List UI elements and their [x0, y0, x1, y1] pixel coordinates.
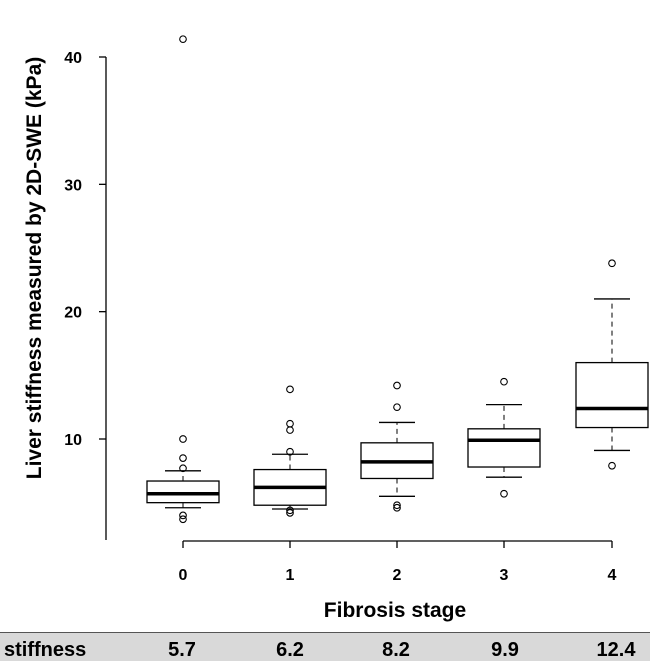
outlier-point [500, 377, 508, 386]
box-stage-4 [575, 259, 649, 470]
x-axis-label: Fibrosis stage [324, 599, 466, 622]
outlier-point [286, 426, 294, 434]
x-tick-label: 2 [393, 567, 402, 584]
x-tick-label: 1 [286, 567, 295, 584]
stats-row: stiffness 5.7 6.2 8.2 9.9 12.4 [0, 632, 650, 661]
stats-value-stage-4: 12.4 [596, 639, 636, 661]
stats-value-stage-2: 8.2 [382, 639, 410, 661]
outlier-point [286, 506, 294, 515]
outlier-point [608, 461, 616, 470]
stats-value-stage-0: 5.7 [168, 639, 196, 661]
stats-row-label: stiffness [4, 639, 87, 661]
y-tick-label: 40 [64, 50, 82, 67]
outlier-point [286, 509, 294, 517]
outlier-point [286, 419, 294, 428]
y-tick-label: 20 [64, 305, 82, 322]
stats-value-stage-3: 9.9 [491, 639, 519, 661]
outlier-point [393, 381, 401, 390]
outlier-point [393, 403, 401, 412]
x-tick-label: 3 [500, 567, 509, 584]
box-plot-chart: 10 20 30 40 0 1 2 3 4 Liver stiffness measured … [23, 35, 649, 622]
outlier-point [179, 35, 187, 44]
outlier-point [500, 489, 508, 498]
stats-value-stage-1: 6.2 [276, 639, 304, 661]
y-axis-label: Liver stiffness measured by 2D-SWE (kPa) [23, 57, 46, 479]
outlier-point [179, 454, 187, 462]
iqr-box [467, 428, 541, 468]
x-tick-label: 0 [179, 567, 188, 584]
iqr-box [146, 480, 220, 504]
x-tick-label: 4 [608, 567, 617, 584]
y-axis: 10 20 30 40 [64, 50, 107, 540]
box-stage-3 [467, 377, 541, 498]
boxes-layer [146, 35, 649, 524]
outlier-point [286, 385, 294, 394]
outlier-point [179, 435, 187, 443]
outlier-point [179, 511, 187, 520]
outlier-point [179, 464, 187, 473]
iqr-box [575, 361, 649, 429]
box-stage-2 [360, 381, 434, 512]
outlier-point [393, 503, 401, 512]
outlier-point [179, 515, 187, 524]
outlier-point [393, 501, 401, 510]
y-tick-label: 10 [64, 432, 82, 449]
y-tick-label: 30 [64, 177, 82, 194]
outlier-point [608, 259, 616, 268]
x-axis: 0 1 2 3 4 [179, 540, 617, 584]
box-stage-1 [253, 385, 327, 517]
outlier-point [286, 447, 294, 456]
box-stage-0 [146, 35, 220, 524]
